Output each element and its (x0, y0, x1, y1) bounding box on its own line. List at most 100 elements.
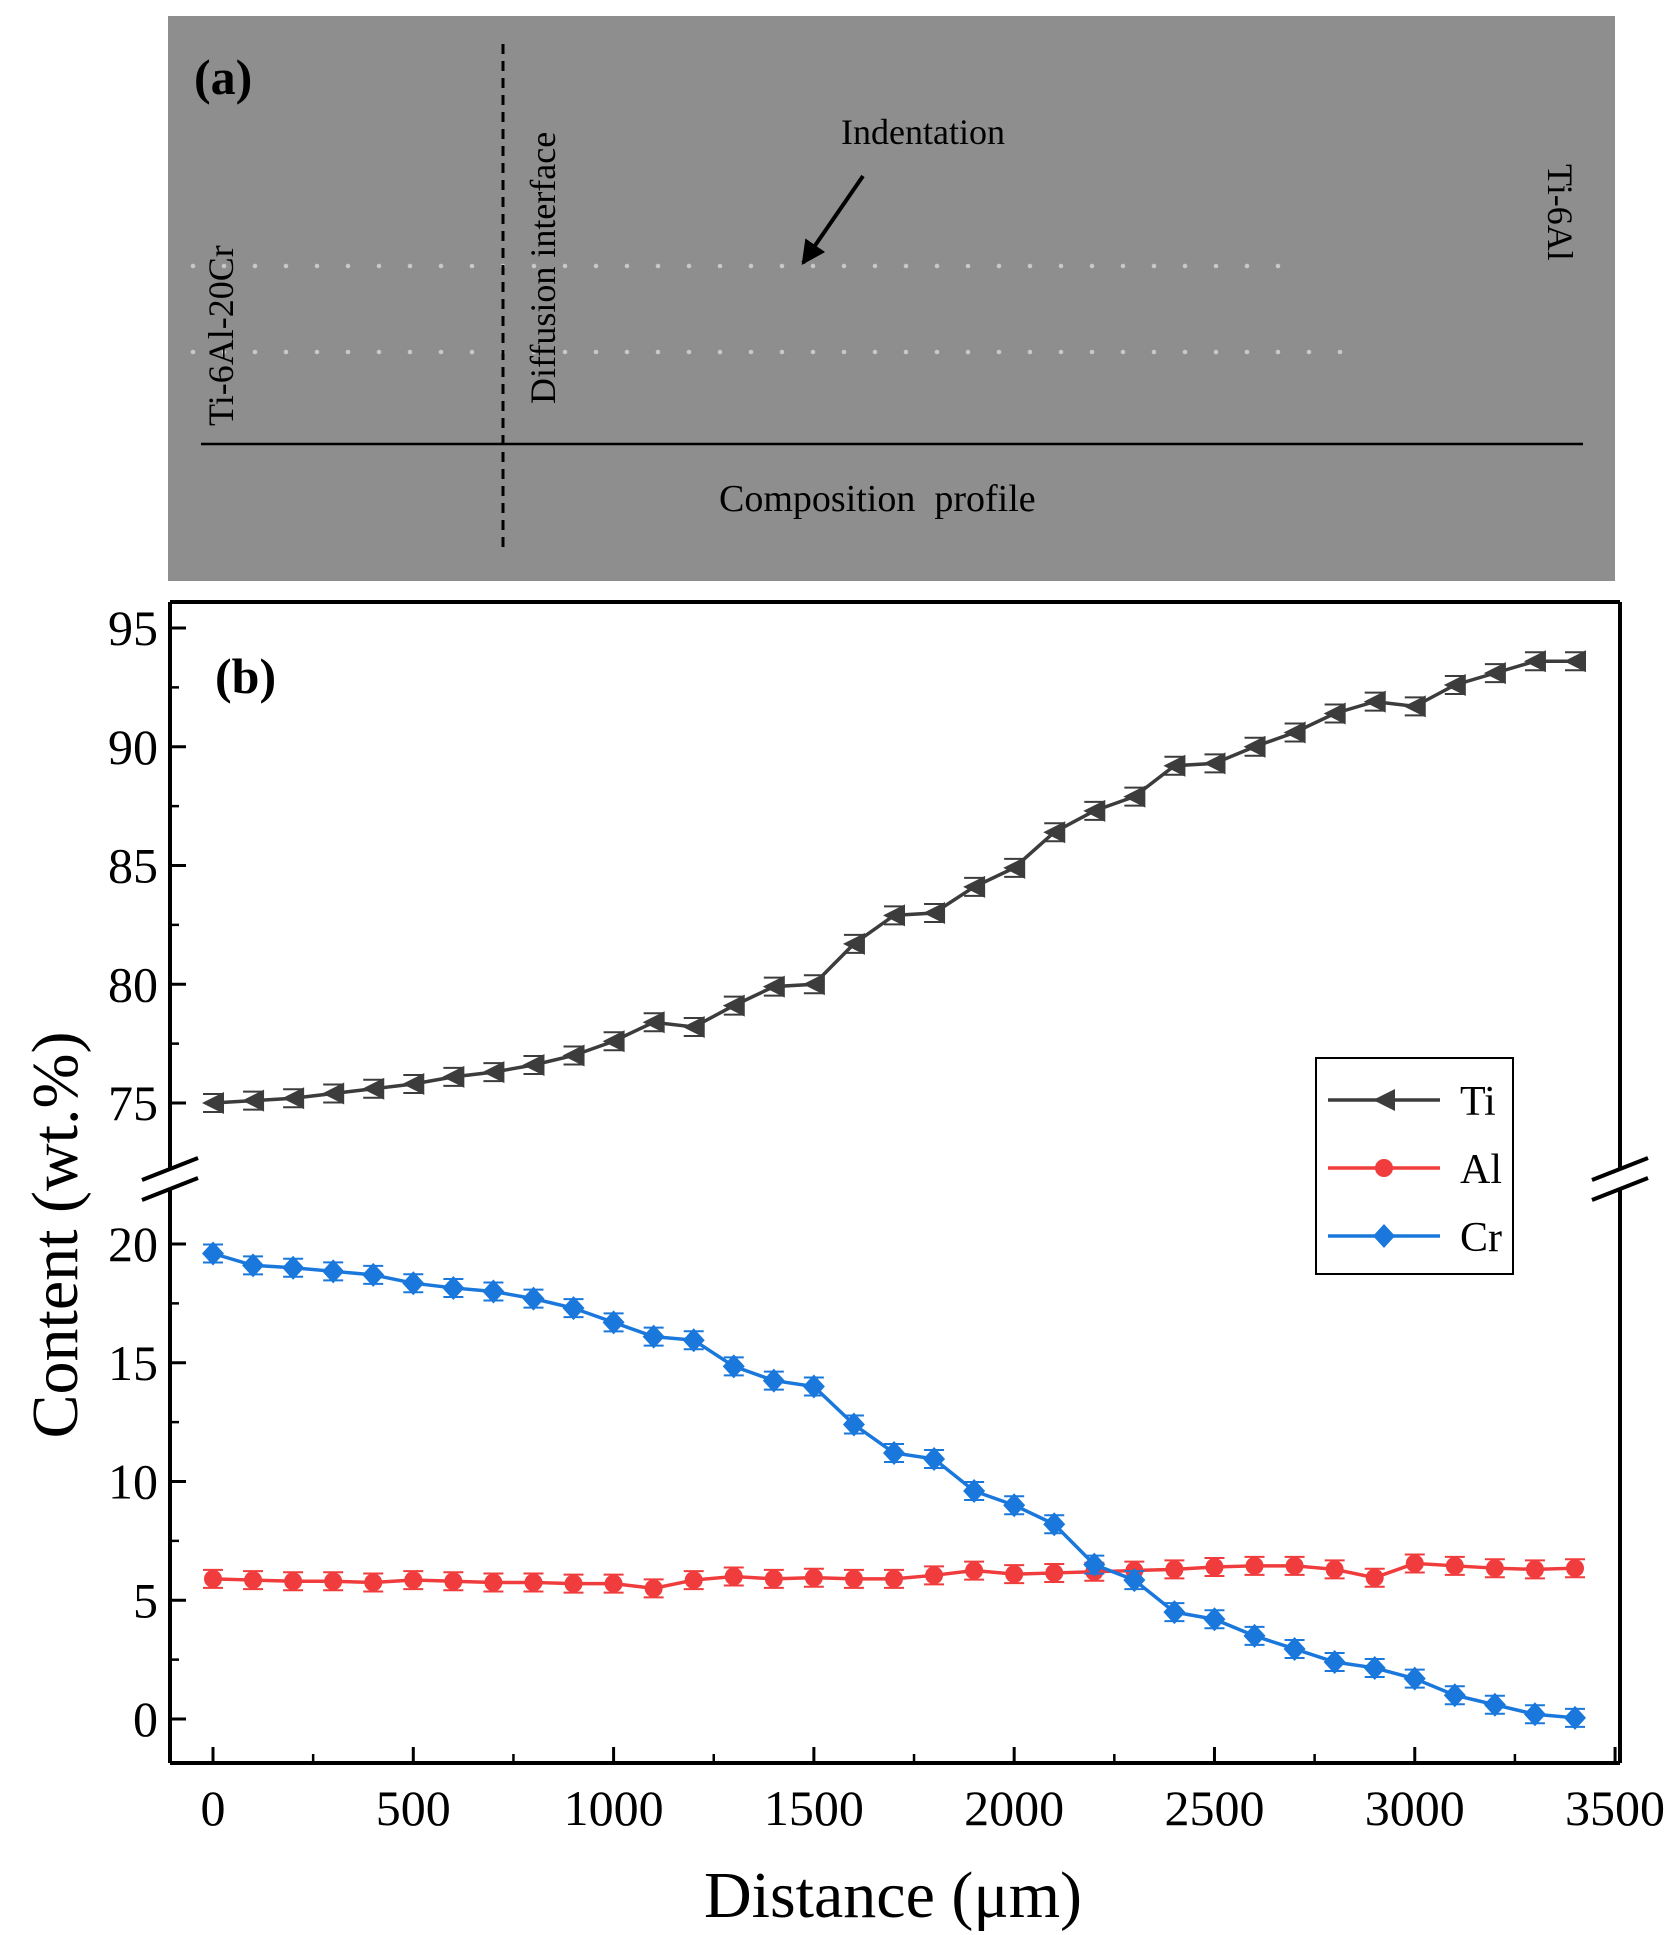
x-tick-label: 0 (201, 1780, 226, 1836)
data-point-cr (963, 1479, 986, 1503)
data-point-al (1525, 1560, 1544, 1579)
data-point-al (804, 1568, 823, 1587)
y-upper-tick-label: 95 (108, 600, 158, 656)
data-point-cr (1203, 1607, 1226, 1632)
data-point-cr (202, 1241, 224, 1266)
indent-dot (345, 349, 351, 355)
data-point-cr (1123, 1568, 1146, 1593)
indent-dot (562, 349, 568, 355)
data-point-cr (1363, 1655, 1386, 1680)
data-point-al (484, 1573, 503, 1592)
data-point-ti (1443, 674, 1466, 696)
indent-dot (872, 349, 878, 355)
indent-dot (593, 349, 599, 355)
indent-dot (934, 349, 940, 355)
data-point-al (764, 1569, 783, 1588)
data-point-al (684, 1571, 703, 1590)
data-point-al (844, 1569, 863, 1588)
data-point-al (324, 1572, 343, 1591)
data-point-cr (602, 1310, 625, 1335)
data-point-ti (1403, 695, 1426, 718)
data-point-cr (762, 1368, 785, 1393)
data-point-al (1325, 1560, 1344, 1579)
indent-dot (1151, 349, 1157, 355)
data-point-ti (442, 1065, 465, 1088)
indent-dot (190, 263, 196, 269)
series-al (203, 1553, 1585, 1599)
indent-dot (655, 263, 661, 269)
indent-dot (996, 349, 1002, 355)
data-point-al (925, 1566, 944, 1585)
indent-dot (717, 263, 723, 269)
data-point-al (1245, 1556, 1264, 1575)
data-point-ti (602, 1030, 625, 1053)
data-point-cr (1443, 1683, 1466, 1708)
panel-b-label: (b) (215, 648, 276, 704)
indent-dot (221, 349, 227, 355)
x-tick-label: 2000 (964, 1780, 1064, 1836)
data-point-cr (1083, 1552, 1106, 1577)
indent-dot (686, 349, 692, 355)
data-point-ti (1243, 735, 1266, 758)
indent-dot (748, 263, 754, 269)
data-point-ti (682, 1016, 705, 1038)
indent-dot (345, 263, 351, 269)
indentation-label: Indentation (841, 112, 1005, 152)
indent-dot (1182, 263, 1188, 269)
data-point-ti (1083, 799, 1106, 822)
left-material-label: Ti-6Al-20Cr (201, 245, 241, 426)
indent-dot (252, 349, 258, 355)
series-cr (202, 1241, 1586, 1730)
data-point-cr (1403, 1666, 1426, 1691)
axis-break-mark (141, 1156, 199, 1182)
data-point-al (1005, 1565, 1024, 1584)
indent-dot (1120, 349, 1126, 355)
data-point-ti (842, 932, 865, 955)
legend: Ti Al Cr (1315, 1057, 1514, 1275)
indent-dot (1244, 349, 1250, 355)
data-point-cr (883, 1441, 905, 1465)
indent-dot (965, 349, 971, 355)
data-point-ti (522, 1054, 545, 1076)
indent-dot (655, 349, 661, 355)
indent-dot (841, 263, 847, 269)
data-point-al (1485, 1559, 1504, 1578)
data-point-ti (1043, 821, 1066, 844)
interface-label: Diffusion interface (523, 132, 563, 404)
axis-break-mark (141, 1176, 199, 1202)
y-lower-tick-label: 10 (108, 1454, 158, 1510)
data-point-al (1365, 1568, 1384, 1587)
indent-dot (1337, 349, 1343, 355)
data-point-ti (1523, 650, 1546, 673)
data-point-ti (1203, 752, 1226, 775)
indent-dot (1151, 263, 1157, 269)
legend-label-al: Al (1460, 1147, 1502, 1193)
indent-dot (407, 263, 413, 269)
data-point-ti (1363, 690, 1386, 713)
x-tick-label: 1500 (764, 1780, 864, 1836)
indent-dot (903, 263, 909, 269)
data-point-cr (923, 1446, 946, 1471)
data-point-al (564, 1574, 583, 1593)
indent-dot (996, 263, 1002, 269)
data-point-cr (1564, 1705, 1586, 1730)
data-point-cr (322, 1259, 345, 1284)
indent-dot (965, 263, 971, 269)
data-point-cr (442, 1275, 465, 1300)
data-point-cr (642, 1324, 665, 1349)
legend-marker-cr (1373, 1224, 1395, 1248)
y-upper-tick-label: 80 (108, 956, 158, 1012)
data-point-ti (362, 1077, 385, 1100)
indent-dot (810, 349, 816, 355)
data-point-al (1445, 1556, 1464, 1575)
data-point-cr (362, 1262, 385, 1287)
data-point-ti (802, 973, 825, 996)
indent-dot (686, 263, 692, 269)
axis-break-mark (1591, 1156, 1649, 1182)
indent-dot (1275, 349, 1281, 355)
data-point-al (1205, 1558, 1224, 1576)
data-point-ti (1003, 856, 1026, 879)
data-point-ti (1163, 754, 1186, 777)
indent-dot (531, 263, 537, 269)
indent-dot (252, 263, 258, 269)
